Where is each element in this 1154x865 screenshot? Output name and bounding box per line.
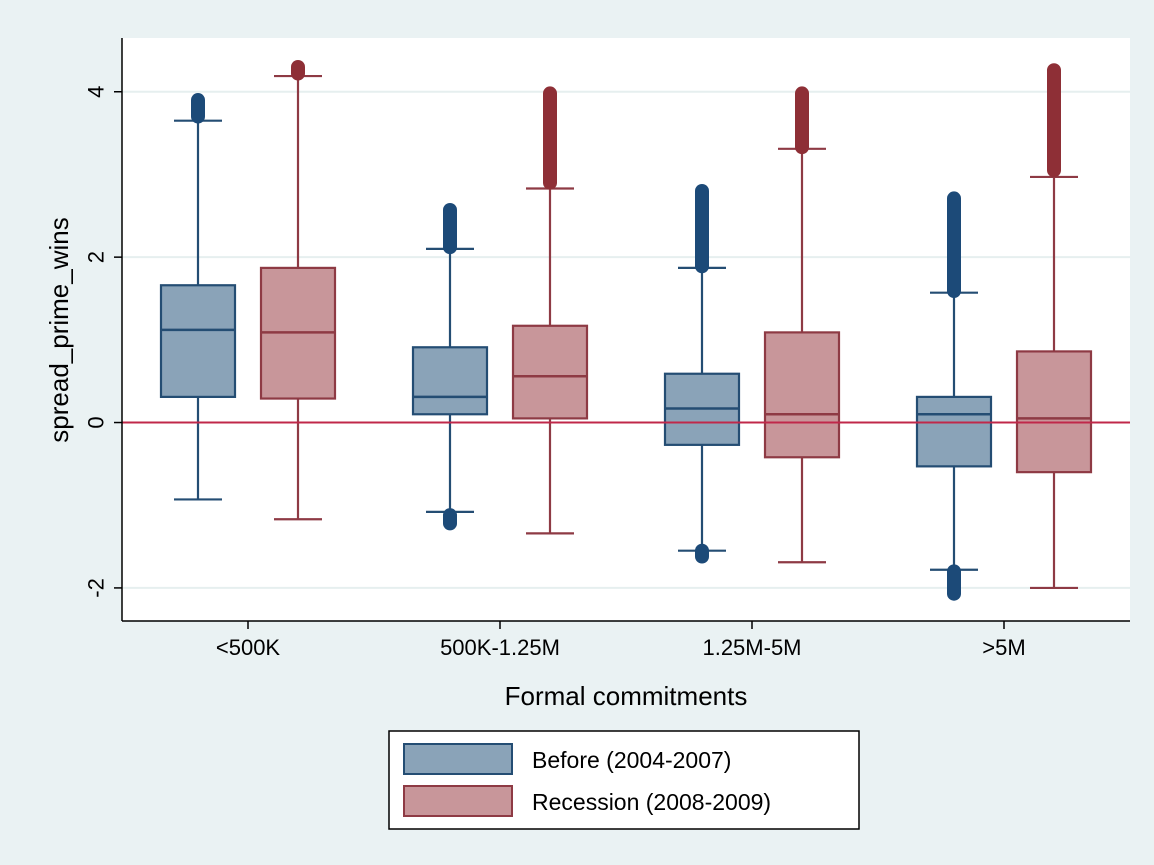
box-1-0	[259, 59, 337, 521]
x-axis-title: Formal commitments	[505, 681, 748, 711]
iqr-box	[915, 395, 993, 468]
x-tick-label: <500K	[216, 635, 281, 660]
legend-label-before: Before (2004-2007)	[532, 747, 731, 773]
box-0-0	[159, 93, 237, 501]
box-0-1	[411, 203, 489, 531]
box-1-3	[1015, 63, 1093, 590]
x-tick-label: >5M	[982, 635, 1025, 660]
series-1	[259, 59, 1093, 590]
box-1-1	[511, 86, 589, 535]
legend-label-recession: Recession (2008-2009)	[532, 789, 771, 815]
legend-swatch-before	[403, 743, 513, 775]
axes	[114, 38, 1130, 629]
y-tick-label: 0	[84, 416, 109, 428]
y-tick-label: 2	[84, 251, 109, 263]
x-tick-label: 1.25M-5M	[702, 635, 801, 660]
iqr-box	[1015, 350, 1093, 474]
y-axis-title: spread_prime_wins	[44, 217, 74, 442]
box-0-3	[915, 191, 993, 601]
legend-swatch-recession	[403, 785, 513, 817]
iqr-box	[511, 324, 589, 420]
series-0	[159, 93, 993, 601]
y-tick-label: 4	[84, 86, 109, 98]
x-tick-label: 500K-1.25M	[440, 635, 560, 660]
y-tick-labels: -2 0 2 4	[84, 86, 109, 598]
y-tick-label: -2	[84, 578, 109, 598]
box-0-2	[663, 183, 741, 564]
box-1-2	[763, 86, 841, 564]
iqr-box	[763, 331, 841, 459]
box-series	[159, 59, 1093, 601]
iqr-box	[411, 346, 489, 416]
x-tick-labels: <500K 500K-1.25M 1.25M-5M >5M	[216, 635, 1026, 660]
iqr-box	[159, 284, 237, 398]
legend: Before (2004-2007) Recession (2008-2009)	[388, 730, 860, 830]
